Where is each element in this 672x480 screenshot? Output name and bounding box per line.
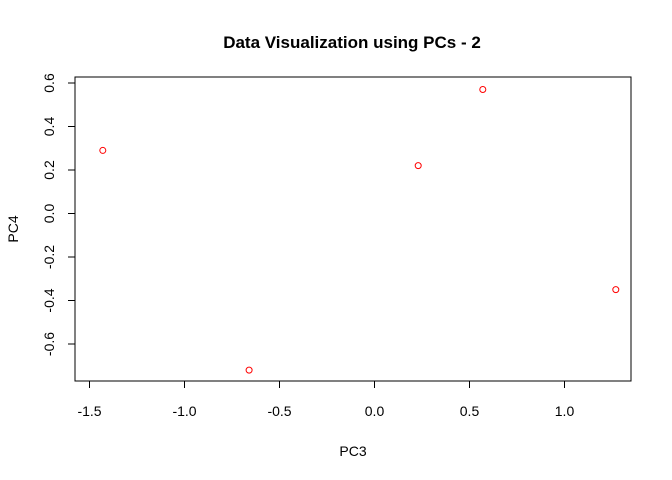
- data-point: [479, 86, 487, 94]
- data-points: [99, 86, 620, 374]
- x-tick-label: -1.5: [77, 403, 101, 419]
- x-tick-label: 0.0: [365, 403, 385, 419]
- x-tick-label: -1.0: [172, 403, 196, 419]
- x-tick-label: -0.5: [267, 403, 291, 419]
- y-axis-label: PC4: [5, 215, 21, 242]
- y-tick-label: 0.4: [41, 117, 57, 137]
- data-point: [414, 162, 422, 170]
- y-tick-label: 0.2: [41, 160, 57, 180]
- y-tick-label: 0.0: [41, 204, 57, 224]
- y-tick-label: -0.6: [41, 332, 57, 356]
- x-axis: -1.5 -1.0 -0.5 0.0 0.5 1.0: [77, 380, 575, 419]
- chart-title: Data Visualization using PCs - 2: [223, 33, 481, 52]
- y-tick-label: 0.6: [41, 73, 57, 93]
- y-axis: -0.6 -0.4 -0.2 0.0 0.2 0.4 0.6: [41, 73, 76, 356]
- data-point: [612, 286, 620, 294]
- y-tick-label: -0.2: [41, 245, 57, 269]
- data-point: [245, 366, 253, 374]
- x-tick-label: 0.5: [460, 403, 480, 419]
- plot-frame: [74, 76, 632, 382]
- data-point: [99, 146, 107, 154]
- x-axis-label: PC3: [339, 443, 366, 459]
- y-tick-label: -0.4: [41, 288, 57, 312]
- x-tick-label: 1.0: [555, 403, 575, 419]
